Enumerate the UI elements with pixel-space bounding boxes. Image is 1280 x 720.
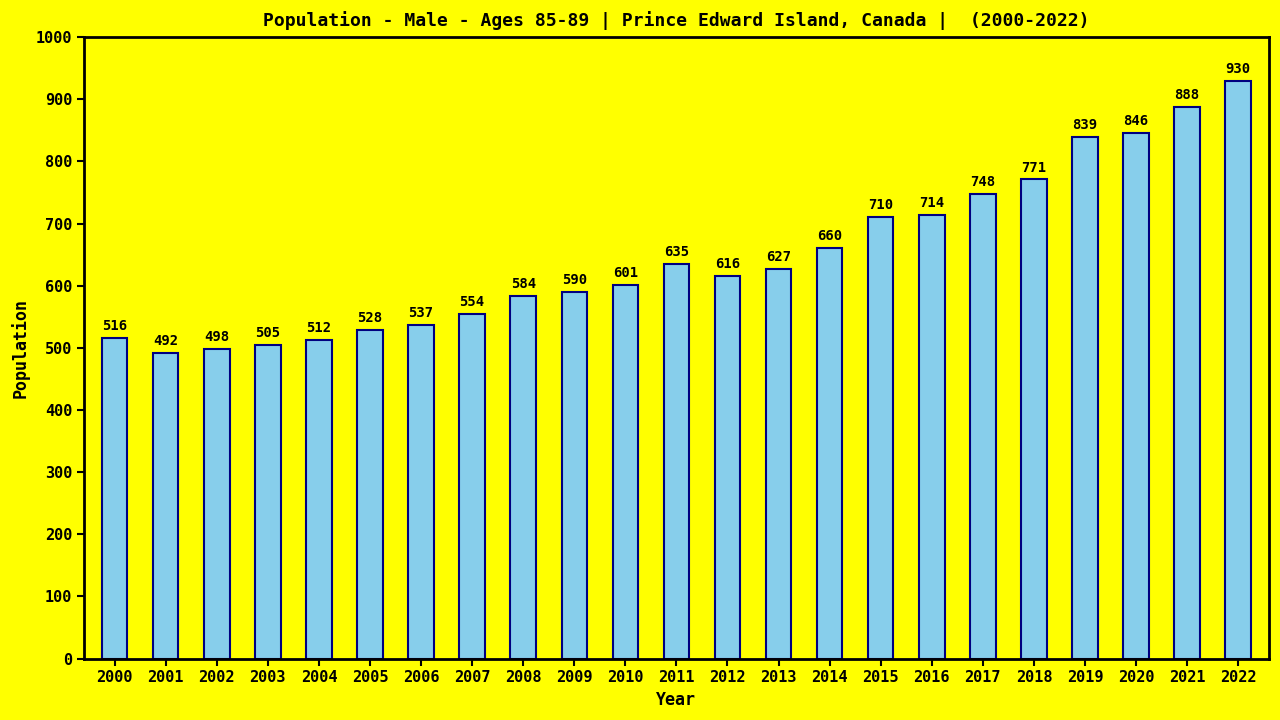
Text: 516: 516 (102, 319, 127, 333)
Text: 748: 748 (970, 175, 996, 189)
Bar (613, 285, 639, 659)
Bar (714, 276, 740, 659)
Text: 590: 590 (562, 273, 586, 287)
Text: 616: 616 (716, 257, 740, 271)
Bar (919, 215, 945, 659)
Text: 554: 554 (460, 295, 485, 310)
Bar (306, 341, 332, 659)
Text: 888: 888 (1175, 88, 1199, 102)
Bar (1225, 81, 1251, 659)
Text: 584: 584 (511, 276, 536, 291)
Bar (357, 330, 383, 659)
Text: 710: 710 (868, 199, 893, 212)
Bar (102, 338, 128, 659)
Text: 601: 601 (613, 266, 637, 280)
Text: 528: 528 (357, 312, 383, 325)
X-axis label: Year: Year (657, 691, 696, 709)
Bar (1021, 179, 1047, 659)
Text: 635: 635 (664, 245, 689, 259)
Text: 498: 498 (205, 330, 229, 344)
Bar (204, 349, 229, 659)
Bar (1073, 138, 1098, 659)
Text: 505: 505 (255, 325, 280, 340)
Bar (460, 315, 485, 659)
Bar (663, 264, 689, 659)
Bar (562, 292, 588, 659)
Bar (1124, 133, 1149, 659)
Text: 839: 839 (1073, 118, 1097, 132)
Bar (511, 296, 536, 659)
Text: 930: 930 (1226, 62, 1251, 76)
Text: 846: 846 (1124, 114, 1148, 128)
Bar (1175, 107, 1199, 659)
Text: 714: 714 (919, 196, 945, 210)
Bar (152, 353, 178, 659)
Bar (868, 217, 893, 659)
Text: 492: 492 (154, 334, 178, 348)
Text: 627: 627 (765, 250, 791, 264)
Title: Population - Male - Ages 85-89 | Prince Edward Island, Canada |  (2000-2022): Population - Male - Ages 85-89 | Prince … (264, 11, 1089, 30)
Bar (970, 194, 996, 659)
Bar (817, 248, 842, 659)
Bar (408, 325, 434, 659)
Bar (255, 345, 280, 659)
Text: 660: 660 (817, 230, 842, 243)
Bar (765, 269, 791, 659)
Y-axis label: Population: Population (12, 298, 31, 398)
Text: 512: 512 (306, 321, 332, 336)
Text: 771: 771 (1021, 161, 1047, 174)
Text: 537: 537 (408, 306, 434, 320)
